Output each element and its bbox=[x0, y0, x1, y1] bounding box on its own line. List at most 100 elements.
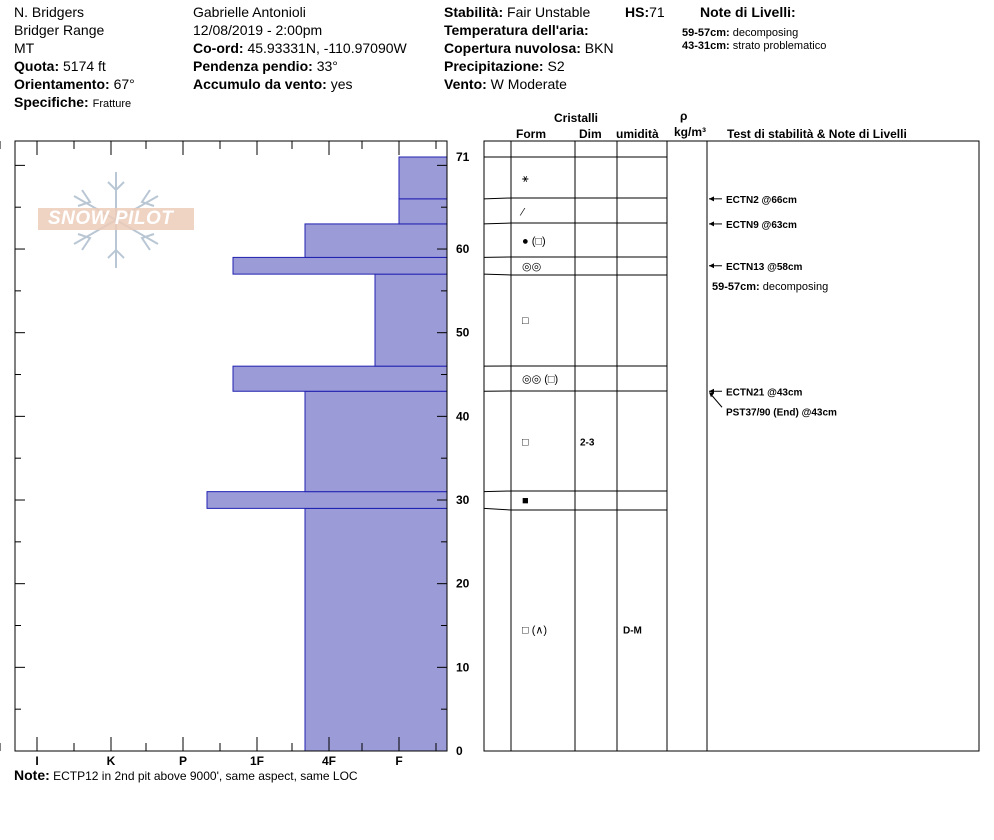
layer-boundary-57 bbox=[483, 273, 667, 276]
layer-notes-title: Note di Livelli: bbox=[700, 4, 796, 20]
specifics-value: Fratture bbox=[92, 98, 132, 110]
crystal-form-2: ● (□) bbox=[522, 236, 546, 248]
test-arrow-head-3 bbox=[709, 388, 714, 394]
elevation: Quota: 5174 ft bbox=[14, 58, 106, 75]
form-header: Form bbox=[516, 127, 546, 141]
rho-header: ρ bbox=[680, 109, 688, 123]
wind-load-value: yes bbox=[330, 76, 353, 92]
slope: Pendenza pendio: 33° bbox=[193, 58, 338, 75]
depth-label-71: 71 bbox=[456, 150, 470, 164]
hardness-bar-4 bbox=[374, 273, 448, 367]
stability-layer-note: 59-57cm: decomposing bbox=[712, 281, 828, 293]
hs: HS:71 bbox=[625, 4, 665, 21]
snowpilot-logo: SNOW PILOT bbox=[38, 170, 198, 270]
hardness-label-P: P bbox=[179, 754, 187, 768]
elevation-value: 5174 ft bbox=[63, 58, 106, 74]
precip-value: S2 bbox=[547, 58, 565, 74]
layer-boundary-63 bbox=[483, 222, 667, 225]
stability-layer-note-text: decomposing bbox=[763, 281, 828, 293]
stability-value: Fair Unstable bbox=[507, 4, 591, 20]
hardness-bar-7 bbox=[398, 198, 448, 225]
hardness-label-F: F bbox=[395, 754, 402, 768]
cloud-value: BKN bbox=[584, 40, 614, 56]
elevation-label: Quota: bbox=[14, 58, 60, 74]
stability: Stabilità: Fair Unstable bbox=[444, 4, 590, 21]
slope-label: Pendenza pendio: bbox=[193, 58, 313, 74]
state: MT bbox=[14, 40, 35, 56]
layer-boundary-29 bbox=[483, 507, 667, 511]
hardness-label-I: I bbox=[35, 754, 38, 768]
crystal-form-7: ■ bbox=[522, 495, 529, 507]
observer-2: Gabrielle Antonioli bbox=[193, 4, 306, 20]
depth-label-50: 50 bbox=[456, 326, 470, 340]
layer-note-2: 43-31cm: strato problematico bbox=[682, 38, 826, 55]
table-frame bbox=[483, 140, 980, 752]
hardness-bar-3 bbox=[232, 365, 448, 392]
depth-label-60: 60 bbox=[456, 242, 470, 256]
precip-label: Precipitazione: bbox=[444, 58, 544, 74]
hardness-bar-0 bbox=[304, 507, 448, 752]
depth-label-40: 40 bbox=[456, 409, 470, 423]
stability-test-3: ECTN21 @43cm bbox=[726, 387, 803, 398]
note: Note: ECTP12 in 2nd pit above 9000', sam… bbox=[14, 767, 358, 785]
layer-boundary-66 bbox=[483, 197, 667, 200]
profile-frame bbox=[14, 140, 448, 752]
wind-loading: Accumulo da vento: yes bbox=[193, 76, 352, 93]
hardness-bar-8 bbox=[398, 156, 448, 200]
coordinates: Co-ord: 45.93331N, -110.97090W bbox=[193, 40, 407, 57]
crystal-form-0: ⚹ bbox=[522, 173, 529, 185]
density-unit-header: kg/m³ bbox=[674, 125, 707, 139]
stability-test-4: PST37/90 (End) @43cm bbox=[726, 407, 837, 418]
layer-note-1-text: decomposing bbox=[732, 27, 799, 39]
test-arrow-head-0 bbox=[709, 196, 714, 202]
coord-label: Co-ord: bbox=[193, 40, 244, 56]
hardness-bar-5 bbox=[232, 256, 448, 275]
layer-note-2-text: strato problematico bbox=[732, 40, 827, 52]
note-text: ECTP12 in 2nd pit above 9000', same aspe… bbox=[53, 769, 358, 783]
aspect: Orientamento: 67° bbox=[14, 76, 135, 93]
moisture-header: umidità bbox=[616, 127, 659, 141]
wind-load-label: Accumulo da vento: bbox=[193, 76, 327, 92]
depth-label-10: 10 bbox=[456, 660, 470, 674]
air-temp-label: Temperatura dell'aria: bbox=[444, 22, 589, 38]
snowflake-icon bbox=[38, 172, 194, 268]
crystals-header: Cristalli bbox=[554, 111, 599, 125]
moisture-8: D-M bbox=[623, 626, 642, 637]
crystal-form-8: □ (∧) bbox=[522, 625, 547, 637]
coord-value: 45.93331N, -110.97090W bbox=[247, 40, 407, 56]
observer-name: N. Bridgers bbox=[14, 4, 85, 20]
depth-label-20: 20 bbox=[456, 577, 470, 591]
hardness-label-1F: 1F bbox=[250, 754, 264, 768]
layer-note-2-range: 43-31cm: bbox=[682, 40, 730, 52]
specifics: Specifiche: Fratture bbox=[14, 94, 131, 113]
stability-test-2: ECTN13 @58cm bbox=[726, 262, 803, 273]
note-label: Note: bbox=[14, 767, 50, 783]
wind: Vento: W Moderate bbox=[444, 76, 567, 93]
grain-size-6: 2-3 bbox=[580, 437, 595, 448]
hardness-label-4F: 4F bbox=[322, 754, 336, 768]
stability-test-1: ECTN9 @63cm bbox=[726, 220, 797, 231]
test-arrow-head-2 bbox=[709, 263, 714, 269]
aspect-label: Orientamento: bbox=[14, 76, 110, 92]
stability-label: Stabilità: bbox=[444, 4, 504, 20]
logo-text: SNOW PILOT bbox=[48, 208, 174, 229]
precipitation: Precipitazione: S2 bbox=[444, 58, 565, 75]
wind-label: Vento: bbox=[444, 76, 487, 92]
stability-layer-note-range: 59-57cm: bbox=[712, 281, 763, 293]
aspect-value: 67° bbox=[113, 76, 135, 92]
depth-label-0: 0 bbox=[456, 744, 463, 758]
layer-note-1-range: 59-57cm: bbox=[682, 27, 730, 39]
datetime: 12/08/2019 - 2:00pm bbox=[193, 22, 323, 38]
range-name: Bridger Range bbox=[14, 22, 105, 38]
hardness-bar-6 bbox=[304, 223, 448, 258]
crystal-form-5: ◎◎ (□) bbox=[522, 374, 558, 386]
hardness-bar-2 bbox=[304, 390, 448, 493]
layer-note-1: 59-57cm: decomposing bbox=[682, 25, 798, 42]
test-arrow-head-1 bbox=[709, 221, 714, 227]
test-arrow-head-4 bbox=[709, 392, 714, 398]
crystal-form-3: ◎◎ bbox=[522, 261, 541, 273]
cloud-cover: Copertura nuvolosa: BKN bbox=[444, 40, 614, 57]
specifics-label: Specifiche: bbox=[14, 94, 89, 110]
cloud-label: Copertura nuvolosa: bbox=[444, 40, 581, 56]
